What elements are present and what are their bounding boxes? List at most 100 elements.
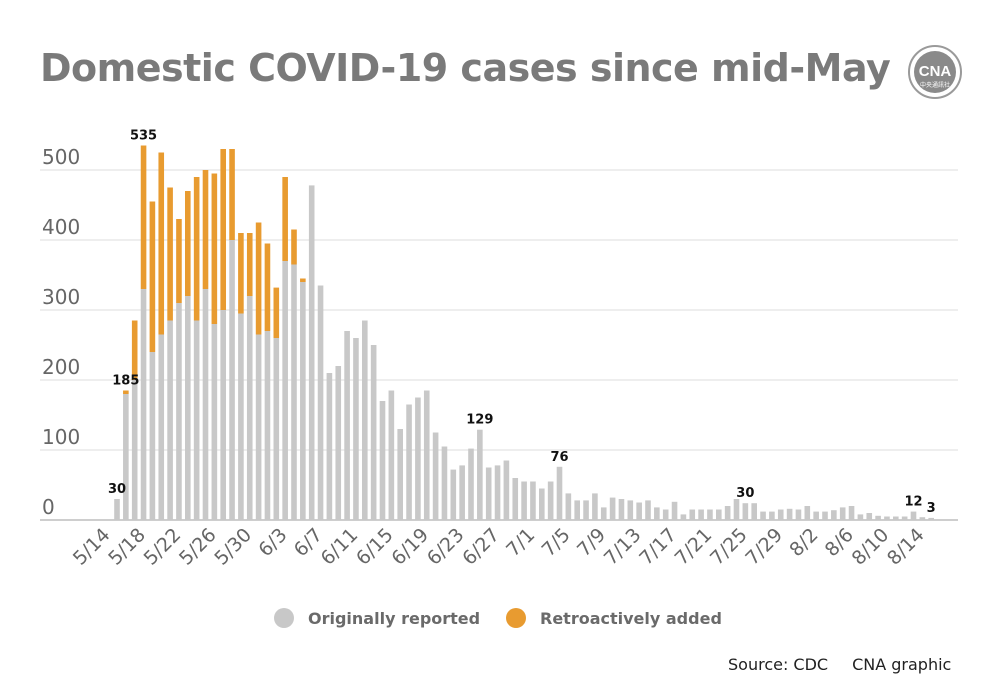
data-label: 12 <box>904 495 922 510</box>
bar-original <box>662 509 669 520</box>
bar-original <box>618 499 625 520</box>
x-tick-label: 6/15 <box>352 524 398 570</box>
x-tick-label: 7/25 <box>706 524 752 570</box>
bar-original <box>671 501 678 520</box>
x-tick-label: 5/22 <box>140 524 186 570</box>
bar-original <box>884 516 890 520</box>
x-tick-label: 7/1 <box>502 524 539 561</box>
bar-original <box>441 446 448 520</box>
bar-original <box>494 465 501 520</box>
bar-original <box>220 310 226 520</box>
legend: Originally reported Retroactively added <box>274 608 734 638</box>
bar-original <box>406 404 412 520</box>
bar-retroactive <box>300 278 306 282</box>
bar-original <box>804 506 811 520</box>
source-credit: Source: CDC CNA graphic <box>728 655 951 674</box>
bars <box>114 145 934 520</box>
bar-original <box>370 345 377 520</box>
bar-original <box>565 493 572 520</box>
bar-original <box>592 493 598 520</box>
bar-original <box>131 380 138 520</box>
bar-original <box>308 185 315 520</box>
bar-original <box>459 465 465 520</box>
x-tick-label: 8/14 <box>883 524 929 570</box>
chart-title: Domestic COVID-19 cases since mid-May <box>40 46 891 90</box>
x-tick-label: 6/3 <box>254 524 291 561</box>
x-tick-label: 6/27 <box>458 524 504 570</box>
bar-original <box>928 517 934 520</box>
x-tick-label: 7/21 <box>671 524 717 570</box>
bar-retroactive <box>193 177 200 321</box>
bar-original <box>609 497 616 520</box>
bar-original <box>193 320 200 520</box>
bar-original <box>866 513 873 520</box>
bar-original <box>185 296 191 520</box>
bar-original <box>423 390 430 520</box>
x-tick-label: 7/13 <box>600 524 646 570</box>
bar-original <box>246 296 253 520</box>
bar-original <box>344 331 350 520</box>
bar-original <box>503 460 510 520</box>
x-tick-label: 8/10 <box>848 524 894 570</box>
bar-original <box>574 500 580 520</box>
bar-original <box>698 509 704 520</box>
logo-text: CNA <box>919 63 952 80</box>
bar-retroactive <box>211 173 218 324</box>
bar-retroactive <box>255 222 262 335</box>
legend-swatch-retro <box>506 608 526 628</box>
bar-original <box>255 334 262 520</box>
y-tick-label: 0 <box>42 495 55 519</box>
bar-original <box>379 401 386 520</box>
logo-inner <box>914 51 956 93</box>
bar-original <box>477 429 483 520</box>
bar-original <box>919 517 926 520</box>
bar-original <box>583 500 589 520</box>
x-tick-label: 7/5 <box>538 524 575 561</box>
graphic-credit: CNA graphic <box>852 655 952 674</box>
bar-original <box>202 289 209 520</box>
data-label: 30 <box>108 482 126 497</box>
x-tick-label: 6/23 <box>423 524 469 570</box>
bar-retroactive <box>238 233 244 314</box>
data-label: 76 <box>550 450 568 465</box>
bar-original <box>627 500 634 520</box>
bar-original <box>680 514 687 520</box>
bar-original <box>530 481 536 520</box>
bar-original <box>654 507 660 520</box>
bar-retroactive <box>229 149 235 240</box>
data-label: 30 <box>736 486 754 501</box>
x-tick-label: 6/19 <box>387 524 433 570</box>
bar-original <box>485 467 492 520</box>
legend-label-retro: Retroactively added <box>540 608 722 628</box>
bar-retroactive <box>202 170 209 289</box>
bar-original <box>751 503 757 520</box>
bar-original <box>822 511 828 520</box>
bar-original <box>291 264 297 520</box>
legend-item-retro: Retroactively added <box>506 608 722 628</box>
bar-original <box>273 338 280 520</box>
bar-retroactive <box>264 243 271 331</box>
bar-original <box>777 509 784 520</box>
x-tick-label: 5/30 <box>210 524 256 570</box>
bar-original <box>335 366 342 520</box>
bar-original <box>432 432 439 520</box>
y-axis-ticks: 0 100 200 300 400 500 <box>42 145 80 519</box>
bar-original <box>362 320 368 520</box>
bar-original <box>167 320 173 520</box>
bar-original <box>875 515 881 520</box>
bar-original <box>724 506 731 520</box>
x-tick-label: 6/11 <box>317 524 363 570</box>
legend-item-original: Originally reported <box>274 608 480 628</box>
bar-original <box>760 511 766 520</box>
bar-original <box>176 303 182 520</box>
y-tick-label: 400 <box>42 215 80 239</box>
bar-original <box>149 352 156 520</box>
bar-original <box>547 481 554 520</box>
bar-original <box>468 448 474 520</box>
y-tick-label: 100 <box>42 425 80 449</box>
x-tick-label: 5/14 <box>69 524 115 570</box>
bar-original <box>415 397 421 520</box>
bar-original <box>326 373 333 520</box>
bar-original <box>388 390 395 520</box>
bar-original <box>893 516 899 520</box>
